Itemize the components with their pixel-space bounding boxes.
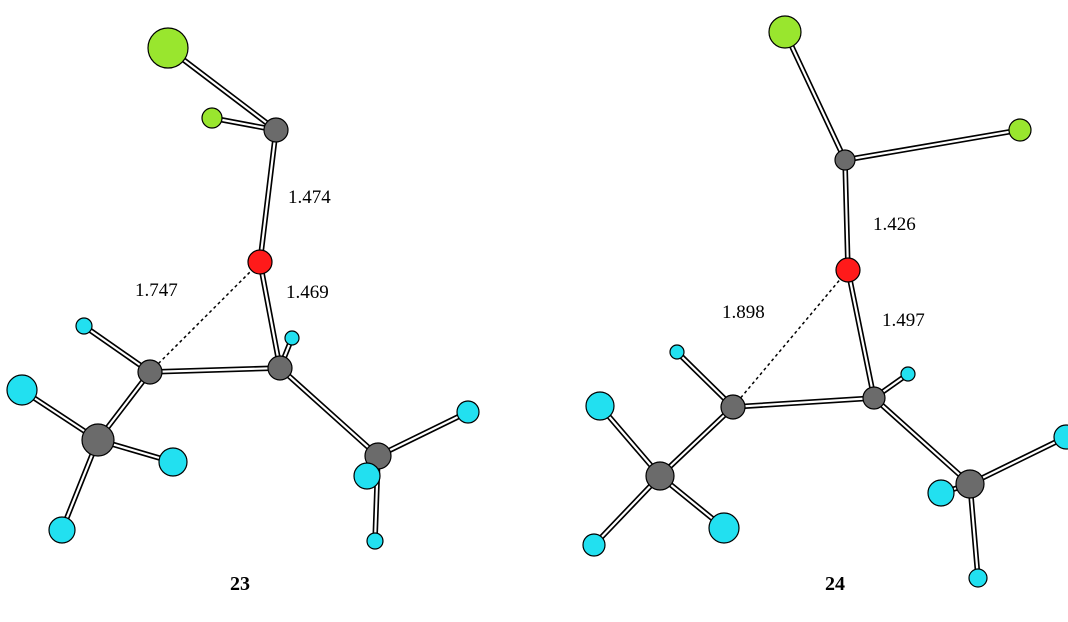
dashed-interaction-line bbox=[732, 269, 849, 408]
carbon-atom bbox=[263, 117, 289, 143]
oxygen-atom bbox=[247, 249, 273, 275]
carbon-atom bbox=[645, 461, 675, 491]
carbon-atom bbox=[955, 469, 985, 499]
structure-23: 1.474 1.469 1.747 23 bbox=[6, 27, 480, 595]
fluorine-atom bbox=[6, 374, 38, 406]
fluorine-atom bbox=[456, 400, 480, 424]
bond-distance-label: 1.426 bbox=[873, 214, 916, 235]
bond bbox=[842, 157, 851, 273]
bond bbox=[257, 259, 283, 371]
bond-distance-label: 1.747 bbox=[135, 280, 178, 301]
structure-24: 1.426 1.497 1.898 24 bbox=[582, 15, 1068, 595]
structure-label: 23 bbox=[230, 573, 250, 595]
bond bbox=[81, 323, 153, 375]
bond bbox=[147, 365, 283, 375]
carbon-atom bbox=[834, 149, 856, 171]
fluorine-atom bbox=[158, 447, 188, 477]
chlorine-atom bbox=[768, 15, 802, 49]
fluorine-atom bbox=[585, 391, 615, 421]
chlorine-atom bbox=[201, 107, 223, 129]
bond-distance-label: 1.898 bbox=[722, 302, 765, 323]
bond bbox=[257, 127, 279, 265]
bond-distance-label: 1.497 bbox=[882, 310, 925, 331]
carbon-atom bbox=[862, 386, 886, 410]
chlorine-atom bbox=[1008, 118, 1032, 142]
bond bbox=[730, 395, 877, 410]
bond bbox=[845, 267, 877, 401]
fluorine-atom bbox=[708, 512, 740, 544]
fluorine-atom bbox=[669, 344, 685, 360]
fluorine-atom bbox=[900, 366, 916, 382]
dashed-interaction-line bbox=[149, 261, 261, 373]
bond bbox=[871, 395, 973, 487]
chlorine-atom bbox=[147, 27, 189, 69]
bond bbox=[674, 349, 736, 410]
bond bbox=[277, 365, 381, 459]
structure-label: 24 bbox=[825, 573, 845, 595]
bond-distance-label: 1.474 bbox=[288, 187, 331, 208]
bond bbox=[165, 45, 279, 133]
fluorine-atom bbox=[284, 330, 300, 346]
fluorine-atom bbox=[366, 532, 384, 550]
bond bbox=[782, 29, 848, 163]
fluorine-atom bbox=[968, 568, 988, 588]
carbon-atom bbox=[267, 355, 293, 381]
oxygen-atom bbox=[835, 257, 861, 283]
bond bbox=[375, 409, 471, 459]
fluorine-atom bbox=[927, 479, 955, 507]
fluorine-atom bbox=[75, 317, 93, 335]
bond bbox=[657, 404, 736, 479]
bond bbox=[842, 127, 1023, 163]
carbon-atom bbox=[81, 423, 115, 457]
carbon-atom bbox=[137, 359, 163, 385]
bond bbox=[591, 473, 663, 548]
bond bbox=[967, 481, 981, 581]
fluorine-atom bbox=[48, 516, 76, 544]
bond bbox=[597, 403, 663, 479]
fluorine-atom bbox=[353, 462, 381, 490]
fluorine-atom bbox=[582, 533, 606, 557]
fluorine-atom bbox=[1053, 424, 1068, 450]
bond bbox=[967, 434, 1068, 487]
bond-distance-label: 1.469 bbox=[286, 282, 329, 303]
carbon-atom bbox=[720, 394, 746, 420]
